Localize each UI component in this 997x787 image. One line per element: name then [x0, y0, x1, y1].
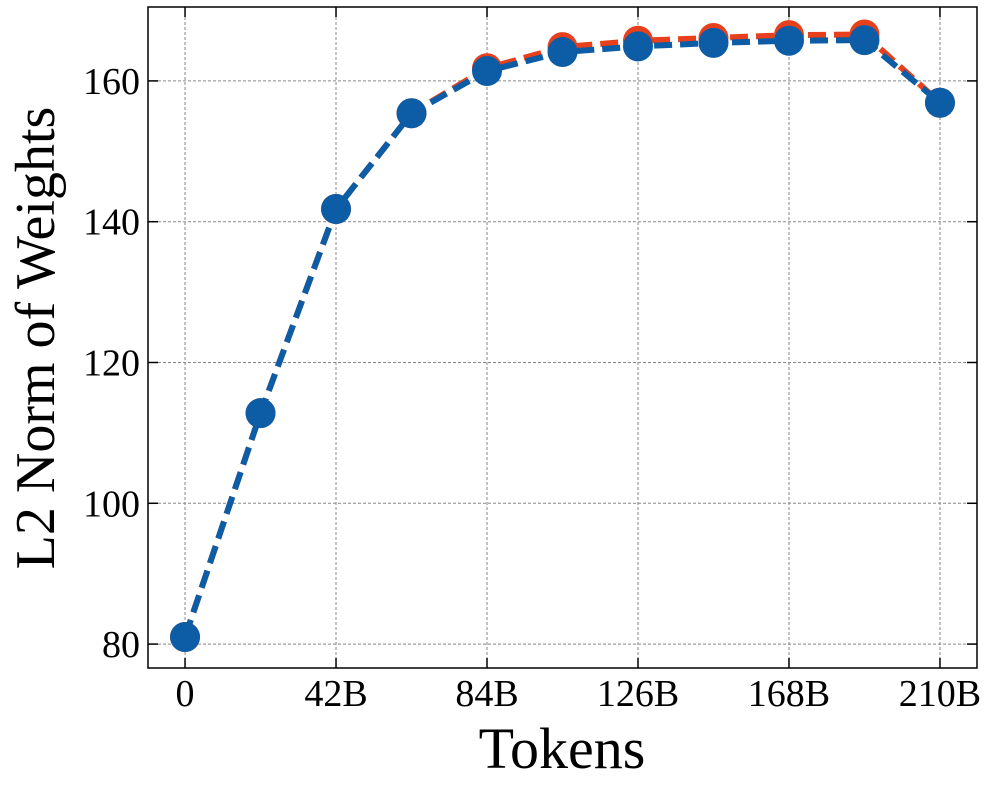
x-tick-label: 168B [748, 673, 830, 715]
x-tick-label: 42B [304, 673, 367, 715]
x-axis-label: Tokens [479, 716, 646, 781]
x-tick-label: 0 [176, 673, 195, 715]
marker [773, 25, 804, 56]
plot-frame [147, 6, 978, 669]
marker [245, 398, 276, 429]
y-tick-label: 80 [102, 624, 140, 666]
marker [472, 56, 503, 87]
y-tick-label: 140 [83, 202, 140, 244]
series-line [182, 37, 942, 638]
marker [698, 27, 729, 58]
x-tick-label: 210B [899, 673, 981, 715]
y-tick-label: 100 [83, 483, 140, 525]
marker [170, 622, 201, 653]
series-line [182, 31, 942, 638]
marker [321, 194, 352, 225]
marker [622, 31, 653, 62]
marker [396, 98, 427, 129]
marker [849, 25, 880, 56]
x-tick-label: 84B [455, 673, 518, 715]
x-tick-label: 126B [597, 673, 679, 715]
marker [924, 87, 955, 118]
y-axis-label: L2 Norm of Weights [5, 107, 67, 570]
marker [547, 37, 578, 68]
y-tick-label: 120 [83, 342, 140, 384]
y-tick-label: 160 [83, 61, 140, 103]
